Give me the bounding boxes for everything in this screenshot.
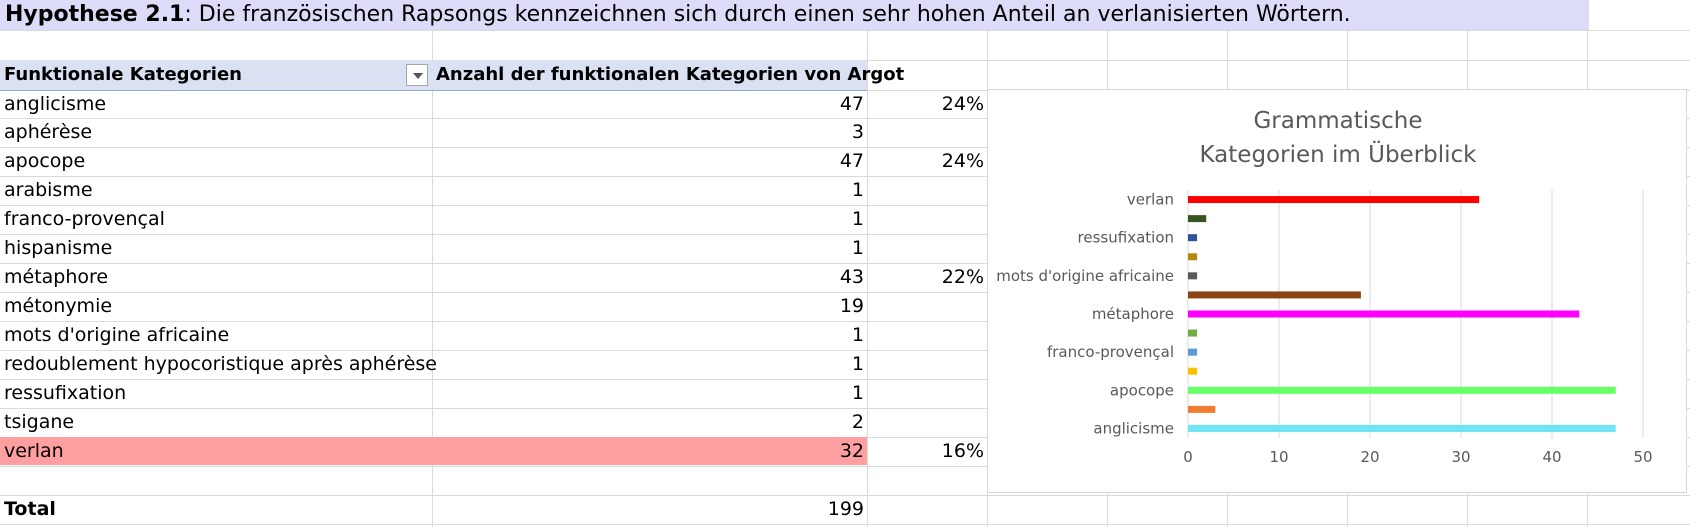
total-label[interactable]: Total [4, 498, 56, 520]
category-cell[interactable]: verlan [4, 440, 64, 462]
category-label: mots d'origine africaine [996, 267, 1174, 285]
bar-chart-svg: Grammatische Kategorien im Überblick angl… [996, 108, 1652, 466]
bar-m-taphore [1188, 310, 1580, 318]
category-cell[interactable]: apocope [4, 150, 86, 172]
bar-verlan [1188, 196, 1480, 204]
count-cell[interactable]: 1 [851, 324, 864, 346]
bar-apocope [1188, 386, 1616, 394]
pivot-header-count[interactable]: Anzahl der funktionalen Kategorien von A… [436, 64, 905, 85]
pivot-header-row [0, 60, 867, 91]
chart-x-tick-labels: 0 10 20 30 40 50 [1183, 448, 1652, 466]
x-tick-label: 40 [1542, 448, 1561, 466]
x-tick-label: 0 [1183, 448, 1193, 466]
category-cell[interactable]: ressufixation [4, 382, 127, 404]
category-cell[interactable]: arabisme [4, 179, 93, 201]
bar-m-tonymie [1188, 291, 1361, 299]
category-label: ressufixation [1078, 229, 1174, 247]
category-cell[interactable]: anglicisme [4, 93, 107, 115]
count-cell[interactable]: 1 [851, 179, 864, 201]
bar-redoublement-hypocoristique-apr-s-aph-r-se [1188, 253, 1198, 261]
bar-anglicisme [1188, 424, 1616, 432]
count-cell[interactable]: 1 [851, 382, 864, 404]
bar-aph-r-se [1188, 405, 1216, 413]
category-cell[interactable]: redoublement hypocoristique après aphérè… [4, 353, 437, 375]
bar-arabisme [1188, 367, 1198, 375]
count-cell[interactable]: 1 [851, 237, 864, 259]
highlight-row-verlan [0, 437, 867, 465]
category-cell[interactable]: mots d'origine africaine [4, 324, 230, 346]
bar-tsigane [1188, 215, 1207, 223]
x-tick-label: 20 [1360, 448, 1379, 466]
category-label: verlan [1127, 191, 1174, 209]
count-cell[interactable]: 2 [851, 411, 864, 433]
percent-cell[interactable]: 24% [941, 150, 984, 172]
hypothesis-text: : Die französischen Rapsongs kennzeichne… [184, 2, 1351, 27]
pivot-header-categories[interactable]: Funktionale Kategorien [4, 64, 242, 85]
bar-chart[interactable]: Grammatische Kategorien im Überblick angl… [987, 89, 1687, 493]
count-cell[interactable]: 32 [839, 440, 864, 462]
x-tick-label: 10 [1269, 448, 1288, 466]
count-cell[interactable]: 47 [839, 150, 864, 172]
x-tick-label: 30 [1451, 448, 1470, 466]
count-cell[interactable]: 43 [839, 266, 864, 288]
category-label: franco-provençal [1047, 343, 1174, 361]
percent-cell[interactable]: 22% [941, 266, 984, 288]
chart-title: Grammatische Kategorien im Überblick [1200, 108, 1478, 168]
category-cell[interactable]: aphérèse [4, 121, 93, 143]
category-label: anglicisme [1093, 419, 1174, 437]
bar-mots-d-origine-africaine [1188, 272, 1198, 280]
category-label: apocope [1110, 381, 1174, 399]
count-cell[interactable]: 3 [851, 121, 864, 143]
percent-cell[interactable]: 24% [941, 93, 984, 115]
count-cell[interactable]: 19 [839, 295, 864, 317]
title-band [0, 0, 1589, 30]
category-cell[interactable]: métaphore [4, 266, 109, 288]
total-value[interactable]: 199 [827, 498, 864, 520]
chart-title-line: Kategorien im Überblick [1200, 140, 1478, 168]
bar-ressufixation [1188, 234, 1198, 242]
category-cell[interactable]: métonymie [4, 295, 113, 317]
count-cell[interactable]: 47 [839, 93, 864, 115]
percent-cell[interactable]: 16% [941, 440, 984, 462]
filter-dropdown-button[interactable] [406, 64, 428, 86]
category-cell[interactable]: franco-provençal [4, 208, 165, 230]
chart-title-line: Grammatische [1253, 108, 1422, 134]
hypothesis-label: Hypothese 2.1 [5, 2, 185, 27]
x-tick-label: 50 [1633, 448, 1652, 466]
bar-hispanisme [1188, 329, 1198, 337]
count-cell[interactable]: 1 [851, 353, 864, 375]
hypothesis-title[interactable]: Hypothese 2.1: Die französischen Rapsong… [5, 0, 1351, 30]
count-cell[interactable]: 1 [851, 208, 864, 230]
chart-bars [1188, 196, 1616, 432]
category-cell[interactable]: tsigane [4, 411, 75, 433]
chart-category-labels: anglicisme apocope franco-provençal métapho… [996, 191, 1174, 438]
category-label: métaphore [1092, 305, 1174, 323]
bar-franco-proven-al [1188, 348, 1198, 356]
category-cell[interactable]: hispanisme [4, 237, 113, 259]
